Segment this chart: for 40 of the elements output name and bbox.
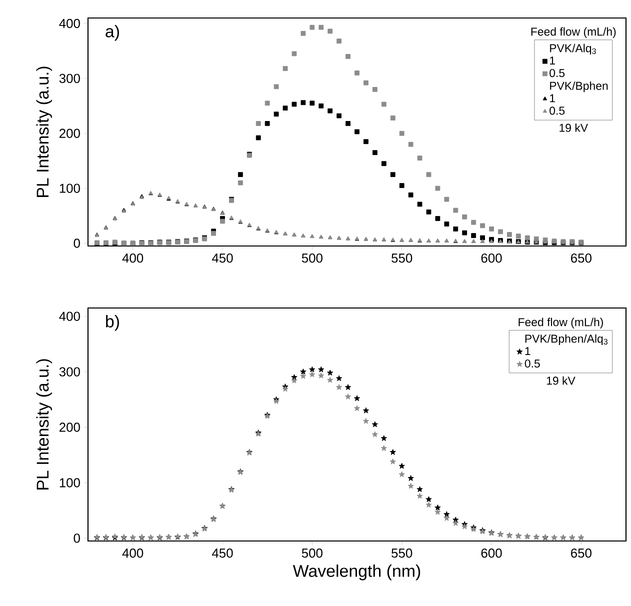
y-tick-label: 100 <box>60 184 80 193</box>
annotation: PVK/Alq$_{3}$ <box>550 44 596 55</box>
legend-title: Feed flow (mL/h) <box>531 27 616 38</box>
y-tick-label: 400 <box>59 312 80 321</box>
annotation: PVK/Bphen/Alq$_{3}$ <box>525 334 608 345</box>
x-tick-label: 500 <box>302 254 322 263</box>
x-tick-label: 600 <box>481 254 502 263</box>
x-axis-title: Wavelength (nm) <box>292 564 420 580</box>
legend-label: 1 <box>525 347 530 355</box>
y-tick-label: 100 <box>60 478 80 488</box>
x-tick-label: 550 <box>392 254 412 263</box>
annotation: 19 kV <box>546 376 576 385</box>
y-axis-title: PL Intensity (a.u.) <box>36 359 52 490</box>
x-tick-label: 650 <box>571 254 592 263</box>
x-tick-label: 400 <box>122 254 144 263</box>
y-tick-label: 300 <box>59 367 80 376</box>
x-tick-label: 400 <box>122 548 144 558</box>
legend-label: 0.5 <box>550 68 565 78</box>
legend-title: Feed flow (mL/h) <box>518 318 603 328</box>
legend-label: 0.5 <box>524 359 540 368</box>
annotation: 19 kV <box>560 123 588 132</box>
x-tick-label: 600 <box>481 548 502 558</box>
legend-label: 1 <box>550 56 555 65</box>
y-tick-label: 300 <box>59 74 80 84</box>
x-tick-label: 550 <box>392 548 412 558</box>
y-tick-label: 200 <box>60 422 80 432</box>
chart-title: a) <box>106 24 119 41</box>
x-tick-label: 650 <box>571 548 592 558</box>
legend-label: 0.5 <box>550 106 565 115</box>
legend-label: 1 <box>550 94 555 102</box>
x-tick-label: 450 <box>212 548 233 558</box>
annotation: PVK/Bphen <box>550 81 608 92</box>
y-axis-title: PL Intensity (a.u.) <box>36 66 52 197</box>
x-tick-label: 500 <box>302 548 322 558</box>
y-tick-label: 0 <box>74 238 80 248</box>
y-tick-label: 0 <box>74 534 80 543</box>
x-tick-label: 450 <box>212 254 233 263</box>
y-tick-label: 200 <box>60 128 80 138</box>
chart-title: b) <box>106 315 119 331</box>
y-tick-label: 400 <box>59 18 80 28</box>
